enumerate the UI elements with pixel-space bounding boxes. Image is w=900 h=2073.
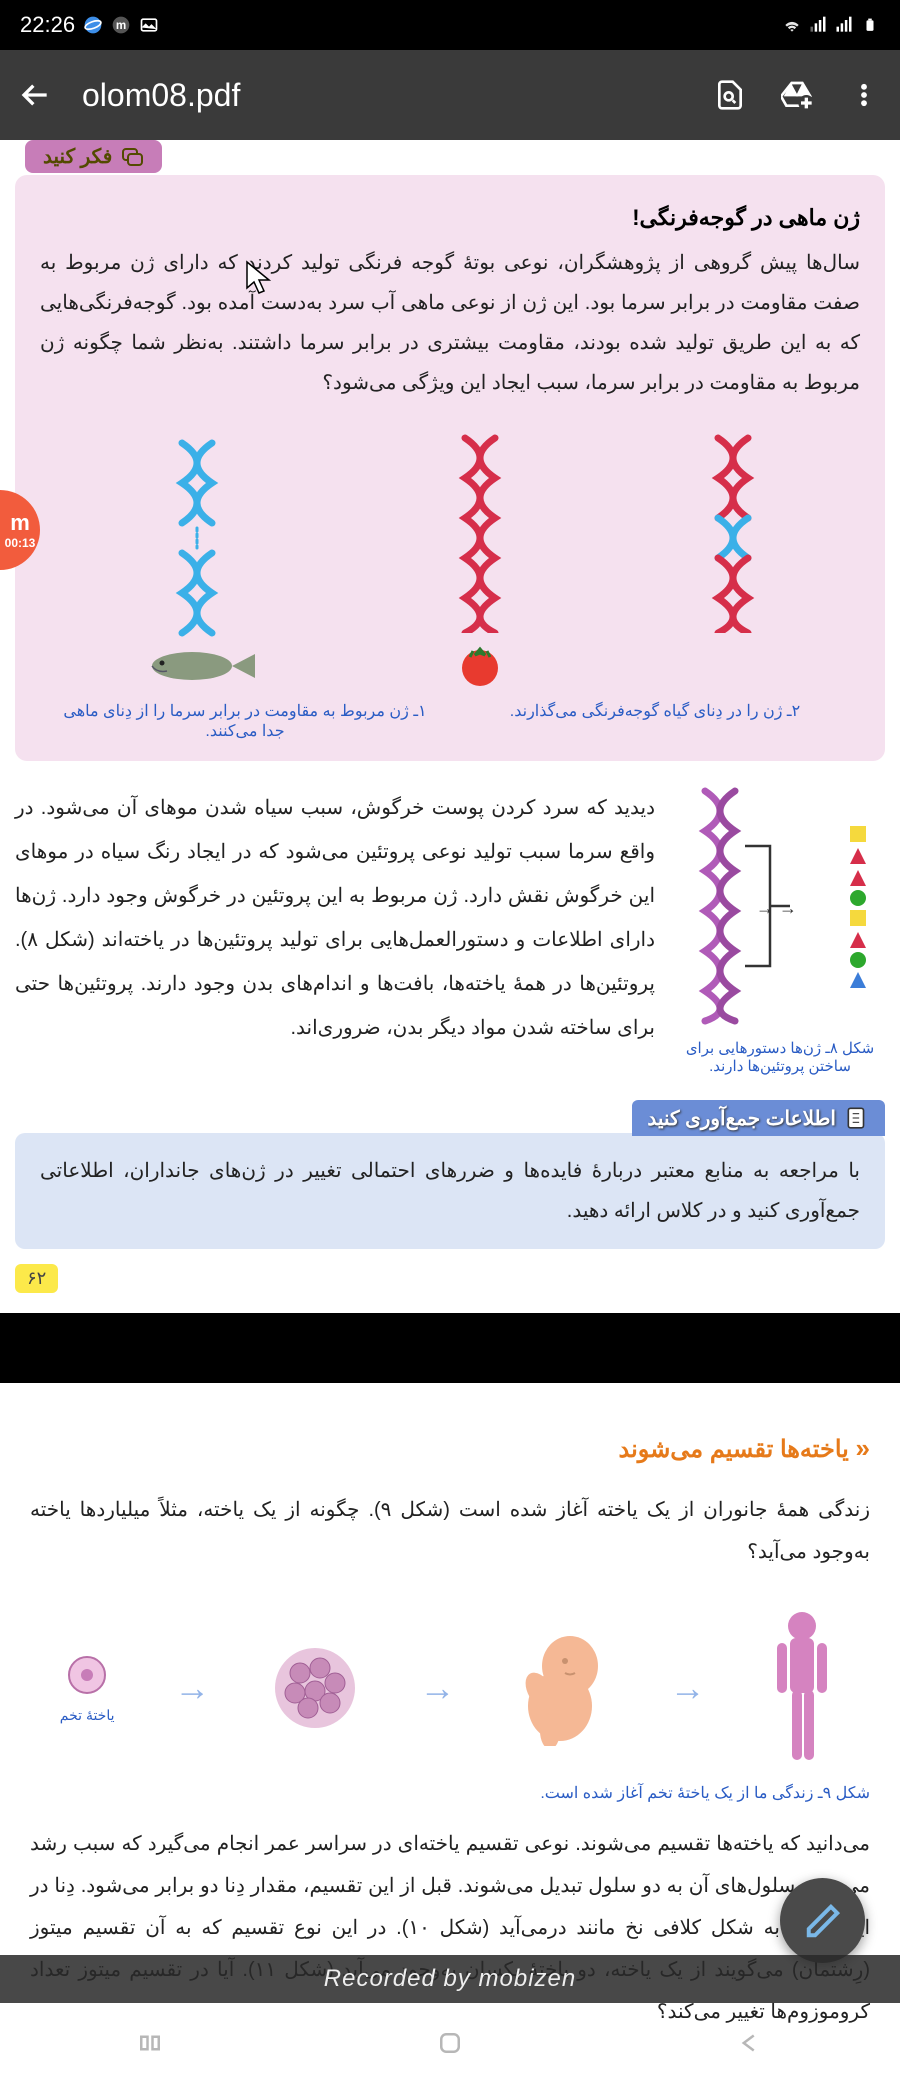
moon-icon: m (111, 15, 131, 35)
info-label-text: اطلاعات جمع‌آوری کنید (647, 1106, 836, 1131)
egg-cell: یاختهٔ تخم (60, 1653, 115, 1724)
back-button[interactable] (20, 79, 52, 111)
middle-paragraph: دیدید که سرد کردن پوست خرگوش، سبب سیاه ش… (15, 786, 655, 1050)
dna-caption-1: ۱ـ ژن مربوط به مقاومت در برابر سرما را ا… (61, 701, 430, 741)
middle-section: → → شکل ۸ـ ژن‌ها دستورهایی برای ساختن پر… (15, 786, 885, 1075)
chevron-icon: « (856, 1433, 870, 1463)
svg-text:→ →: → → (756, 898, 797, 918)
human-silhouette (765, 1608, 840, 1768)
dna-caption-2: ۲ـ ژن را در دِنای گیاه گوجه‌فرنگی می‌گذا… (471, 701, 840, 741)
cell-cluster (270, 1643, 360, 1733)
arrow-icon: → (670, 1667, 706, 1709)
figure-8-caption: شکل ۸ـ ژن‌ها دستورهایی برای ساختن پروتئی… (675, 1039, 885, 1075)
image-icon (139, 15, 159, 35)
recorder-watermark: Recorded by mobizen (0, 1955, 900, 2003)
dna-protein-figure: → → شکل ۸ـ ژن‌ها دستورهایی برای ساختن پر… (675, 786, 885, 1075)
info-collect-label: اطلاعات جمع‌آوری کنید (632, 1100, 885, 1136)
signal-icon (808, 15, 828, 35)
wifi-icon (782, 15, 802, 35)
dna-captions: ۲ـ ژن را در دِنای گیاه گوجه‌فرنگی می‌گذا… (40, 701, 860, 741)
pink-box-title: ژن ماهی در گوجه‌فرنگی! (40, 205, 860, 231)
dna-helix-fish (167, 438, 227, 638)
search-in-page-icon[interactable] (714, 79, 746, 111)
pink-box-text: سال‌ها پیش گروهی از پژوهشگران، نوعی بوته… (40, 243, 860, 403)
dna-mixed (703, 433, 763, 686)
think-callout: فکر کنید (25, 140, 162, 173)
dna-illustration-row (40, 433, 860, 686)
document-title: olom08.pdf (82, 77, 684, 114)
figure-9-caption: شکل ۹ـ زندگی ما از یک یاختهٔ تخم آغاز شد… (30, 1783, 870, 1803)
samsung-browser-icon (83, 15, 103, 35)
back-nav-button[interactable] (735, 2028, 765, 2058)
pdf-viewer-toolbar: olom08.pdf (0, 50, 900, 140)
battery-icon (860, 15, 880, 35)
arrow-icon: → (419, 1667, 455, 1709)
info-collect-box: با مراجعه به منابع معتبر دربارهٔ فایده‌ه… (15, 1133, 885, 1249)
intro-paragraph: زندگی همهٔ جانوران از یک یاخته آغاز شده … (30, 1489, 870, 1573)
pdf-page-1: فکر کنید ژن ماهی در گوجه‌فرنگی! سال‌ها پ… (0, 140, 900, 1313)
section-heading: « یاخته‌ها تقسیم می‌شوند (30, 1433, 870, 1464)
status-time: 22:26 (20, 12, 75, 38)
think-box: ژن ماهی در گوجه‌فرنگی! سال‌ها پیش گروهی … (15, 175, 885, 761)
signal-icon-2 (834, 15, 854, 35)
egg-label: یاختهٔ تخم (60, 1707, 115, 1724)
tomato-icon (455, 641, 505, 686)
dna-helix-tomato (450, 433, 510, 633)
fish-icon (137, 646, 257, 686)
fetus-icon (515, 1631, 610, 1746)
badge-time: 00:13 (5, 536, 36, 550)
badge-letter: m (10, 510, 30, 536)
page-gap (0, 1313, 900, 1383)
page-number: ۶۲ (15, 1264, 58, 1293)
status-bar: 22:26 m (0, 0, 900, 50)
dna-tomato (450, 433, 510, 686)
more-menu-icon[interactable] (848, 79, 880, 111)
android-nav-bar (0, 2013, 900, 2073)
dna-fish (137, 438, 257, 686)
think-label-text: فکر کنید (43, 144, 112, 169)
section-title-text: یاخته‌ها تقسیم می‌شوند (619, 1436, 849, 1463)
recent-apps-button[interactable] (135, 2028, 165, 2058)
cell-division-figure: یاختهٔ تخم → → → (30, 1608, 870, 1768)
arrow-icon: → (174, 1667, 210, 1709)
drive-add-icon[interactable] (781, 79, 813, 111)
edit-fab[interactable] (780, 1878, 865, 1963)
dna-helix-mixed (703, 433, 763, 633)
svg-text:m: m (116, 19, 126, 32)
pdf-page-2: « یاخته‌ها تقسیم می‌شوند زندگی همهٔ جانو… (0, 1383, 900, 2073)
home-button[interactable] (435, 2028, 465, 2058)
